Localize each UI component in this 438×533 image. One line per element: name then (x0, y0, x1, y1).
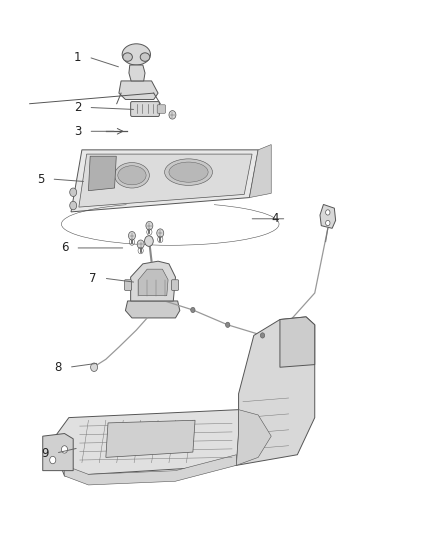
Text: 2: 2 (74, 101, 81, 114)
Circle shape (145, 236, 153, 246)
FancyBboxPatch shape (124, 280, 131, 290)
Polygon shape (129, 65, 145, 81)
Polygon shape (131, 261, 176, 301)
Circle shape (49, 456, 56, 464)
Circle shape (226, 322, 230, 327)
Text: 3: 3 (74, 125, 81, 138)
Circle shape (260, 333, 265, 338)
Polygon shape (79, 154, 252, 207)
Polygon shape (51, 410, 250, 476)
Polygon shape (237, 317, 315, 465)
Polygon shape (237, 410, 271, 465)
Ellipse shape (169, 162, 208, 182)
Circle shape (191, 308, 195, 313)
Text: 6: 6 (61, 241, 68, 254)
Circle shape (61, 446, 67, 453)
Ellipse shape (165, 159, 212, 185)
Circle shape (286, 319, 291, 325)
Circle shape (70, 188, 77, 197)
Polygon shape (43, 433, 73, 471)
Circle shape (325, 220, 330, 225)
Text: 9: 9 (41, 447, 49, 459)
FancyBboxPatch shape (157, 105, 166, 114)
Text: 7: 7 (89, 272, 96, 285)
Polygon shape (280, 317, 315, 367)
Polygon shape (138, 269, 168, 296)
Text: 4: 4 (272, 212, 279, 225)
FancyBboxPatch shape (131, 102, 159, 116)
Text: 5: 5 (37, 173, 44, 185)
Text: 1: 1 (74, 51, 81, 63)
Circle shape (169, 111, 176, 119)
Ellipse shape (123, 53, 132, 61)
Polygon shape (119, 81, 158, 100)
Polygon shape (106, 420, 195, 457)
Ellipse shape (122, 44, 150, 65)
Circle shape (146, 221, 153, 230)
Polygon shape (64, 455, 237, 485)
Circle shape (157, 229, 164, 237)
Polygon shape (320, 205, 336, 228)
Circle shape (91, 363, 98, 372)
Circle shape (325, 210, 330, 215)
Text: 8: 8 (54, 361, 62, 374)
Polygon shape (250, 144, 271, 198)
Polygon shape (125, 301, 180, 318)
Circle shape (70, 201, 77, 210)
Ellipse shape (140, 53, 150, 61)
Polygon shape (71, 150, 258, 212)
Polygon shape (88, 156, 116, 191)
Ellipse shape (115, 163, 149, 188)
FancyBboxPatch shape (172, 280, 179, 290)
Ellipse shape (118, 166, 146, 185)
Circle shape (128, 231, 135, 240)
Circle shape (137, 240, 144, 248)
